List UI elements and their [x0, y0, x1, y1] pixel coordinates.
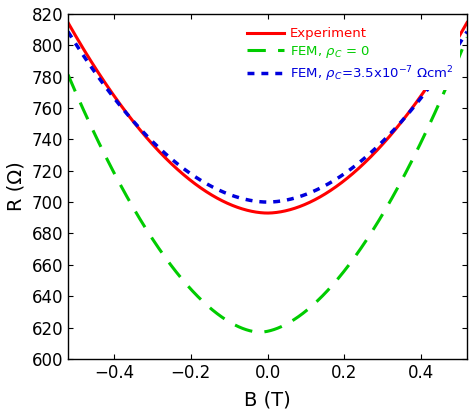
Experiment	[464, 20, 470, 25]
FEM, $\rho_C$=3.5x10$^{-7}$ $\Omega$cm$^2$	[377, 142, 383, 147]
Experiment	[339, 179, 345, 184]
Experiment	[377, 145, 383, 150]
Experiment	[106, 86, 111, 91]
FEM, $\rho_C$=3.5x10$^{-7}$ $\Omega$cm$^2$	[464, 29, 470, 34]
FEM, $\rho_C$=3.5x10$^{-7}$ $\Omega$cm$^2$	[384, 135, 390, 140]
Experiment	[384, 137, 390, 142]
FEM, $\rho_C$ = 0	[65, 72, 71, 77]
FEM, $\rho_C$=3.5x10$^{-7}$ $\Omega$cm$^2$	[65, 29, 71, 34]
Line: FEM, $\rho_C$=3.5x10$^{-7}$ $\Omega$cm$^2$: FEM, $\rho_C$=3.5x10$^{-7}$ $\Omega$cm$^…	[68, 32, 467, 202]
Line: FEM, $\rho_C$ = 0: FEM, $\rho_C$ = 0	[68, 37, 467, 332]
FEM, $\rho_C$ = 0	[339, 271, 345, 276]
FEM, $\rho_C$ = 0	[384, 205, 390, 210]
Experiment	[241, 207, 246, 212]
FEM, $\rho_C$=3.5x10$^{-7}$ $\Omega$cm$^2$	[227, 192, 232, 197]
FEM, $\rho_C$ = 0	[377, 217, 383, 222]
Line: Experiment: Experiment	[68, 22, 467, 213]
FEM, $\rho_C$=3.5x10$^{-7}$ $\Omega$cm$^2$	[339, 173, 345, 178]
FEM, $\rho_C$=3.5x10$^{-7}$ $\Omega$cm$^2$	[241, 196, 246, 201]
FEM, $\rho_C$ = 0	[106, 160, 111, 165]
Y-axis label: R (Ω): R (Ω)	[7, 161, 26, 211]
FEM, $\rho_C$ = 0	[257, 330, 263, 335]
FEM, $\rho_C$ = 0	[241, 326, 246, 331]
X-axis label: B (T): B (T)	[244, 390, 291, 409]
Experiment	[65, 20, 71, 25]
FEM, $\rho_C$=3.5x10$^{-7}$ $\Omega$cm$^2$	[264, 200, 270, 205]
Experiment	[264, 210, 270, 215]
FEM, $\rho_C$ = 0	[227, 319, 232, 324]
FEM, $\rho_C$=3.5x10$^{-7}$ $\Omega$cm$^2$	[106, 89, 111, 94]
Experiment	[227, 202, 232, 207]
FEM, $\rho_C$ = 0	[464, 35, 470, 40]
Legend: Experiment, FEM, $\rho_C$ = 0, FEM, $\rho_C$=3.5x10$^{-7}$ $\Omega$cm$^2$: Experiment, FEM, $\rho_C$ = 0, FEM, $\rh…	[240, 20, 460, 90]
